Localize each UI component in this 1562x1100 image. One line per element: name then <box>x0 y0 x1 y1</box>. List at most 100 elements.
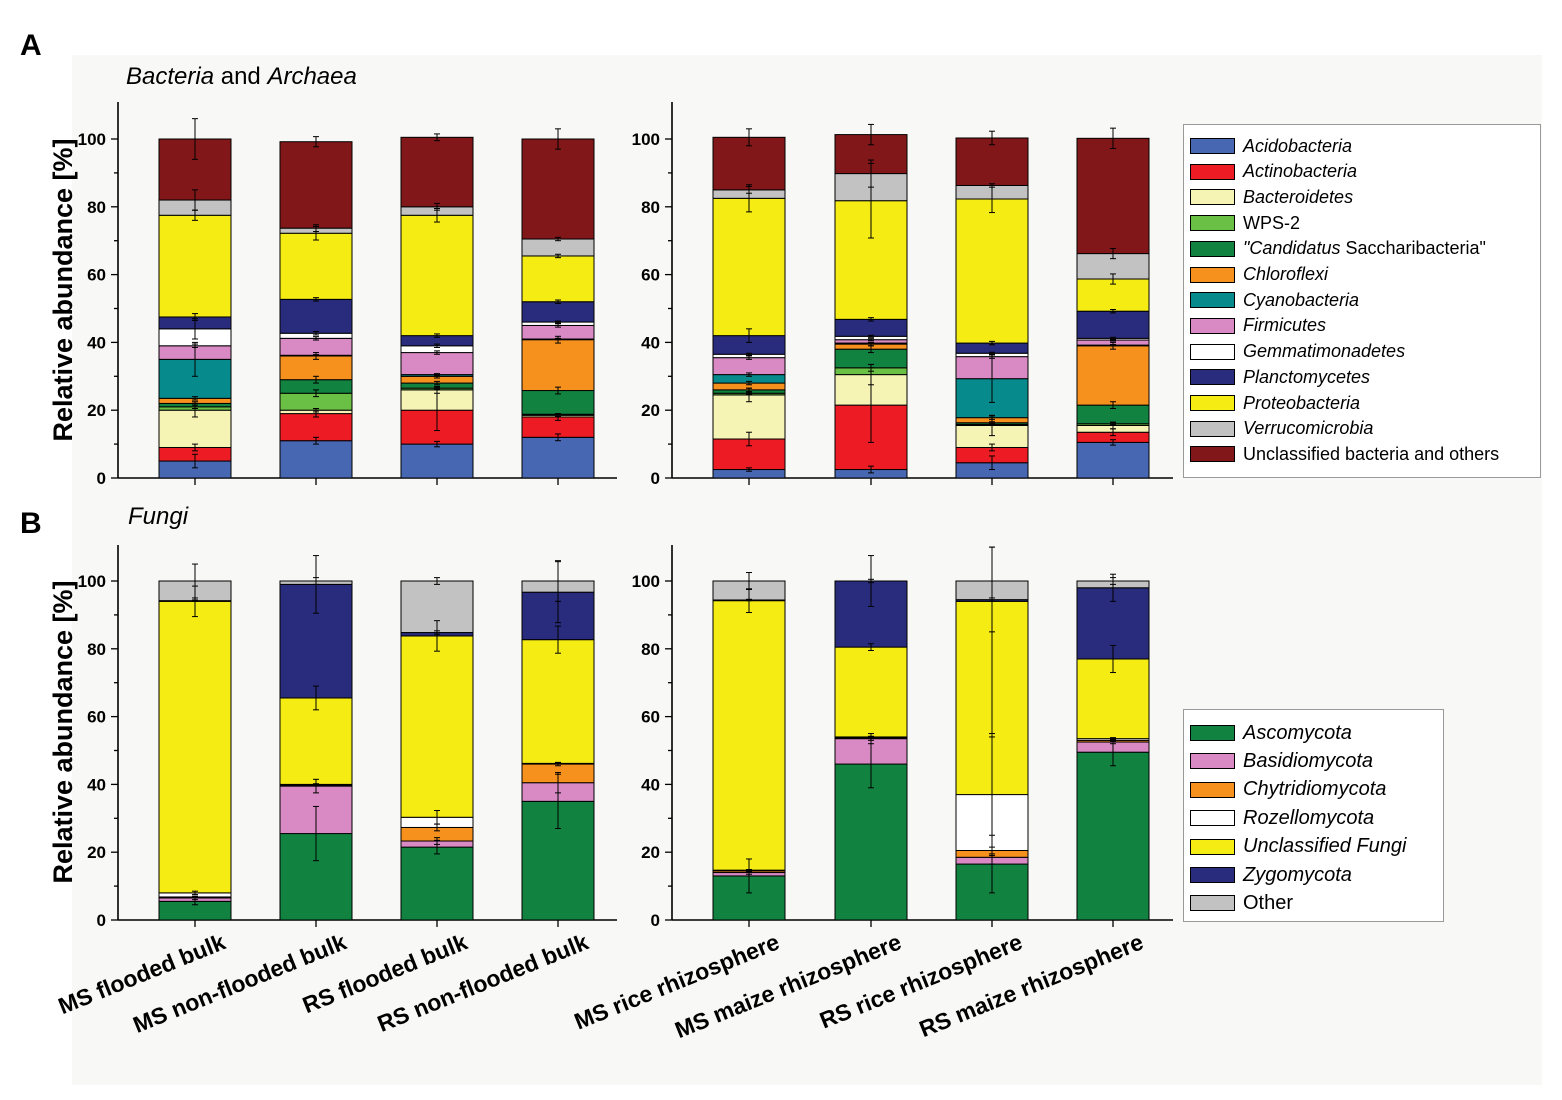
legend-label-it: Firmicutes <box>1243 315 1327 336</box>
y-tick-label: 80 <box>641 198 660 217</box>
bacteria-bar-2-seg-2 <box>279 413 353 442</box>
legend-swatch <box>1190 369 1235 386</box>
bacteria-errorbar-2-3 <box>313 408 319 413</box>
legend-item: WPS-2 <box>1190 212 1300 234</box>
fungi-errorbar-2-4 <box>313 783 319 786</box>
bacteria-errorbar-3-8 <box>434 350 440 355</box>
bacteria-errorbar-4-9 <box>555 320 561 324</box>
bacteria-bar-5-seg-11 <box>712 197 786 337</box>
bacteria-errorbar-8-7 <box>1110 343 1116 347</box>
legend-label-it: "Candidatus <box>1243 238 1341 259</box>
legend-swatch <box>1190 420 1235 437</box>
fungi-bar-4-seg-5 <box>521 639 595 764</box>
legend-item: Cyanobacteria <box>1190 289 1359 311</box>
bacteria-errorbar-5-1 <box>746 467 752 472</box>
bacteria-errorbar-3-9 <box>434 343 440 348</box>
y-tick-label: 100 <box>632 130 660 149</box>
bacteria-errorbar-6-12 <box>868 159 874 188</box>
title-bacteria: Bacteria <box>126 63 214 90</box>
legend-label-it: Gemmatimonadetes <box>1243 341 1406 362</box>
y-tick-label: 0 <box>97 469 106 488</box>
legend-item: Firmicutes <box>1190 315 1326 337</box>
fungi-bar-6-seg-1 <box>834 763 908 921</box>
legend-label: Proteobacteria <box>1243 393 1360 414</box>
fungi-errorbar-6-4 <box>868 735 874 739</box>
bacteria-bar-7-seg-13 <box>955 137 1029 186</box>
bacteria-bar-3-seg-8 <box>400 352 474 376</box>
fungi-errorbar-1-6 <box>192 599 198 602</box>
bacteria-errorbar-4-7 <box>555 337 561 341</box>
y-tick-label: 0 <box>97 911 106 930</box>
legend-label-it: Cyanobacteria <box>1243 289 1360 310</box>
bacteria-errorbar-3-7 <box>434 373 440 377</box>
bacteria-errorbar-7-9 <box>989 351 995 355</box>
fungi-errorbar-1-7 <box>192 563 198 599</box>
fungi-errorbar-3-2 <box>434 837 440 845</box>
legend-label-it: Actinobacteria <box>1243 161 1358 182</box>
panel-a-ylabel: Relative abundance [%] <box>48 138 78 441</box>
bacteria-errorbar-1-10 <box>192 313 198 321</box>
bacteria-errorbar-1-7 <box>192 341 198 377</box>
legend-item: Zygomycota <box>1190 864 1352 886</box>
fungi-errorbar-1-3 <box>192 895 198 899</box>
bacteria-bar-8-seg-6 <box>1076 345 1150 406</box>
legend-label-it: Chloroflexi <box>1243 264 1329 284</box>
legend-swatch <box>1190 753 1235 770</box>
panel-b-title: Fungi <box>128 503 189 530</box>
bacteria-errorbar-5-10 <box>746 328 752 343</box>
legend-label: Planctomycetes <box>1243 367 1370 388</box>
bacteria-errorbar-4-1 <box>555 433 561 442</box>
bacteria-errorbar-4-4 <box>555 413 561 416</box>
fungi-errorbar-3-5 <box>434 620 440 652</box>
bacteria-errorbar-6-8 <box>868 338 874 342</box>
panel-label-a: A <box>20 29 42 62</box>
legend-label: Bacteroidetes <box>1243 187 1353 208</box>
bacteria-bar-4-seg-11 <box>521 255 595 303</box>
fungi-errorbar-5-1 <box>746 858 752 894</box>
bacteria-errorbar-7-8 <box>989 354 995 359</box>
legend-item: Verrucomicrobia <box>1190 418 1373 440</box>
legend-swatch <box>1190 725 1235 741</box>
y-tick-label: 20 <box>641 401 660 420</box>
panel-b: 0 20 40 60 80 100 0 20 40 60 80 100 <box>78 545 1173 930</box>
y-tick-label: 20 <box>87 401 106 420</box>
legend-swatch <box>1190 138 1235 154</box>
legend-label: Firmicutes <box>1243 315 1326 336</box>
bacteria-errorbar-8-9 <box>1110 336 1116 340</box>
bacteria-errorbar-1-8 <box>192 343 198 348</box>
y-tick-label: 100 <box>78 130 106 149</box>
bacteria-bar-8-seg-1 <box>1076 441 1150 479</box>
bacteria-errorbar-6-13 <box>868 123 874 146</box>
legend-label: Unclassified Fungi <box>1243 835 1406 858</box>
fungi-errorbar-4-7 <box>555 560 561 602</box>
legend-label-post: Saccharibacteria" <box>1340 238 1486 259</box>
bacteria-errorbar-1-5 <box>192 401 198 406</box>
legend-item: Planctomycetes <box>1190 366 1370 388</box>
bacteria-errorbar-3-5 <box>434 380 440 386</box>
legend-swatch <box>1190 895 1235 912</box>
bacteria-errorbar-7-1 <box>989 455 995 471</box>
fungi-errorbar-5-7 <box>746 572 752 590</box>
legend-label-it: Verrucomicrobia <box>1243 418 1374 439</box>
bacteria-errorbar-3-12 <box>434 202 440 211</box>
legend-label: Rozellomycota <box>1243 807 1374 830</box>
bacteria-bar-5-seg-8 <box>712 357 786 376</box>
legend-label-it: Unclassified Fungi <box>1243 835 1407 858</box>
y-tick-label: 60 <box>87 708 106 727</box>
fungi-bar-1-seg-5 <box>158 600 232 894</box>
legend-item: Proteobacteria <box>1190 392 1360 414</box>
fungi-errorbar-6-7 <box>868 578 874 584</box>
fungi-errorbar-2-7 <box>313 577 319 585</box>
bacteria-errorbar-1-13 <box>192 118 198 160</box>
bacteria-errorbar-5-9 <box>746 352 752 356</box>
legend-label: Chloroflexi <box>1243 264 1328 285</box>
y-tick-label: 40 <box>641 333 660 352</box>
legend-swatch <box>1190 189 1235 206</box>
legend-label-pre: Other <box>1243 891 1294 914</box>
y-tick-label: 40 <box>87 775 106 794</box>
bacteria-errorbar-2-9 <box>313 331 319 336</box>
legend-swatch <box>1190 395 1235 411</box>
legend-label: Chytridiomycota <box>1243 778 1386 801</box>
fungi-errorbar-5-4 <box>746 868 752 872</box>
